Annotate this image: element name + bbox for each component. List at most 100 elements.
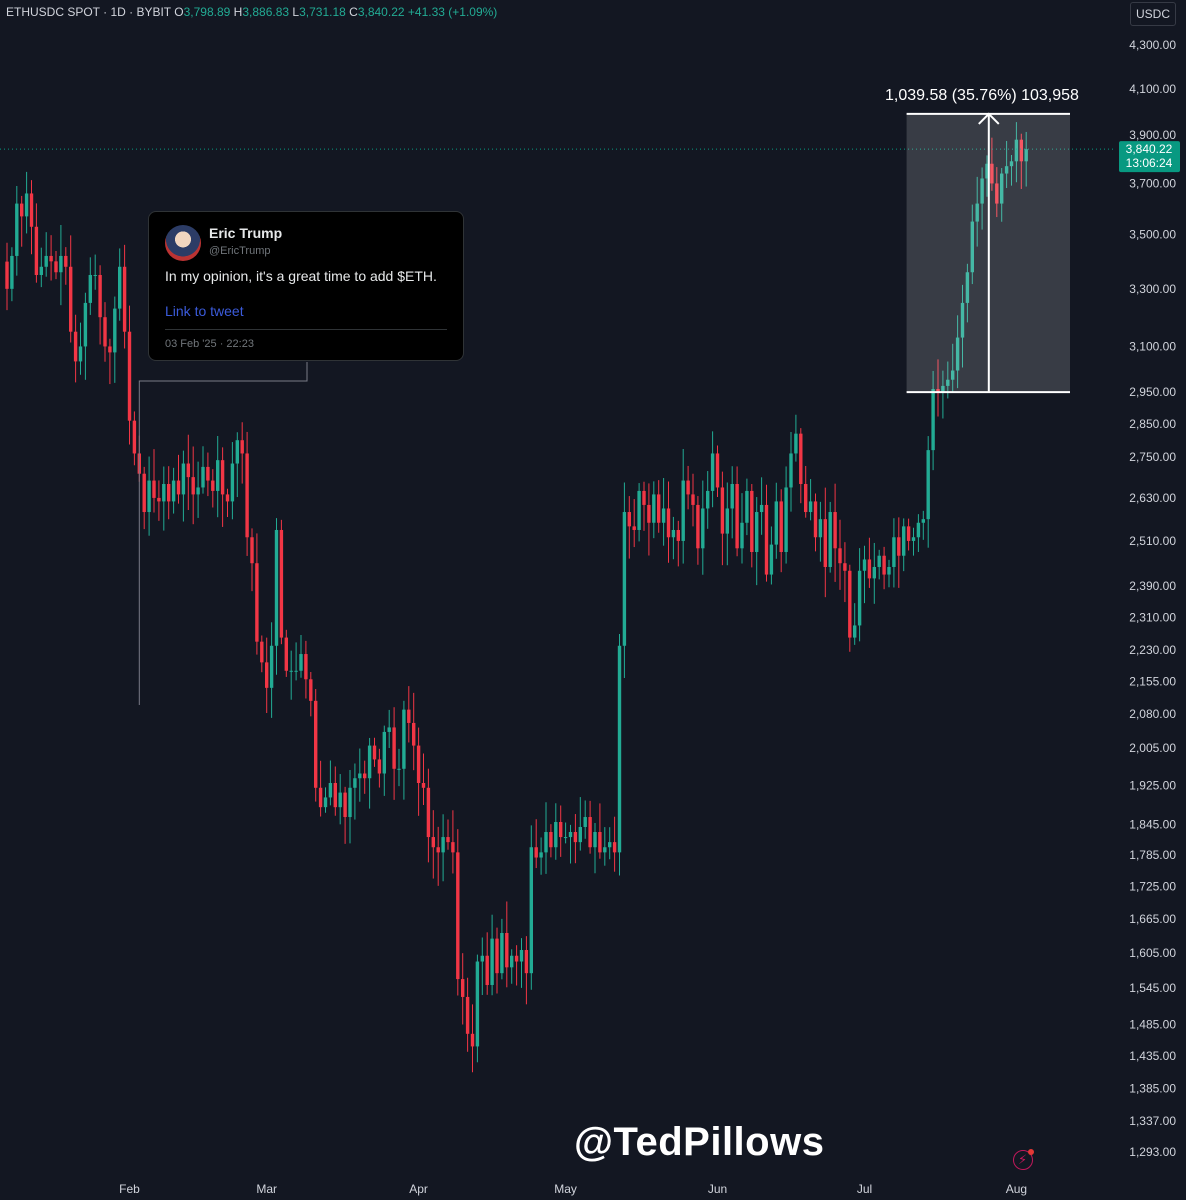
candle-body [955, 337, 960, 371]
high-label: H [233, 5, 243, 19]
candle-body [152, 480, 156, 498]
candle-body [318, 787, 323, 808]
candle-body [897, 537, 901, 556]
candle-body [951, 370, 955, 380]
candle-body [255, 563, 259, 642]
candle-body [632, 526, 636, 530]
candle-body [946, 379, 950, 386]
candle-body [387, 727, 391, 732]
candle-body [622, 512, 627, 646]
candle-body [338, 792, 342, 808]
candle-body [230, 463, 235, 502]
candle-body [323, 797, 328, 808]
candle-body [794, 433, 798, 454]
y-tick-label: 4,300.00 [1129, 38, 1176, 52]
y-tick-label: 2,155.00 [1129, 674, 1176, 688]
candle-body [906, 526, 911, 541]
candle-body [995, 183, 999, 204]
candle-body [539, 852, 543, 858]
candle-body [588, 817, 592, 848]
currency-button[interactable]: USDC [1130, 2, 1176, 26]
candle-body [578, 826, 582, 843]
candle-body [549, 832, 553, 848]
candle-body [519, 950, 524, 962]
candle-body [279, 529, 284, 638]
candle-body [397, 768, 401, 770]
candle-body [465, 996, 470, 1034]
measure-label: 1,039.58 (35.76%) 103,958 [885, 87, 1079, 104]
candle-body [176, 480, 181, 495]
y-tick-label: 1,925.00 [1129, 778, 1176, 792]
annotations [0, 112, 1115, 705]
candle-body [544, 832, 548, 853]
candle-body [774, 501, 778, 545]
candle-body [975, 203, 979, 222]
x-tick-label: Mar [256, 1182, 277, 1196]
candle-body [29, 193, 34, 227]
candle-body [24, 193, 29, 217]
watermark: @TedPillows [574, 1120, 825, 1164]
candle-body [1024, 149, 1028, 162]
candle-body [725, 508, 729, 534]
candle-body [755, 512, 759, 553]
candle-body [245, 453, 249, 538]
candle-body [216, 460, 220, 491]
candle-body [431, 837, 435, 848]
candle-body [59, 255, 63, 273]
candle-body [284, 637, 288, 671]
price-axis[interactable]: 1,293.00 1,337.00 1,385.00 1,435.00 1,485.00… [1119, 38, 1180, 1159]
y-tick-label: 2,390.00 [1129, 579, 1176, 593]
candle-body [426, 787, 431, 838]
candle-body [926, 450, 930, 520]
candle-body [181, 463, 186, 495]
candle-body [657, 494, 661, 523]
candle-body [167, 484, 171, 502]
candle-body [990, 163, 994, 184]
candle-body [407, 709, 411, 723]
candle-body [480, 955, 484, 962]
candle-body [701, 508, 705, 549]
candle-body [583, 817, 587, 827]
y-tick-label: 1,725.00 [1129, 879, 1176, 893]
candle-body [250, 537, 254, 564]
candle-body [147, 480, 151, 513]
candle-body [309, 679, 313, 701]
lightning-icon[interactable]: ⚡ [1013, 1149, 1034, 1170]
candle-body [490, 938, 494, 985]
candle-body [201, 466, 205, 488]
candle-body [382, 731, 386, 774]
candle-body [260, 641, 264, 663]
candle-body [867, 559, 872, 579]
y-tick-label: 4,100.00 [1129, 82, 1176, 96]
x-tick-label: May [554, 1182, 577, 1196]
candle-body [402, 709, 406, 769]
candle-body [740, 522, 744, 549]
symbol-label[interactable]: ETHUSDC SPOT · 1D · BYBIT [6, 5, 171, 19]
y-tick-label: 2,630.00 [1129, 491, 1176, 505]
y-tick-label: 1,435.00 [1129, 1049, 1176, 1063]
candle-body [93, 274, 97, 276]
candle-body [872, 566, 876, 579]
candle-body [681, 480, 685, 541]
candle-body [510, 955, 514, 968]
close-value: 3,840.22 [357, 5, 405, 19]
candles [5, 122, 1028, 1073]
candle-body [108, 346, 112, 353]
last-price-tag [1119, 141, 1180, 173]
candle-body [941, 385, 945, 393]
time-axis[interactable]: Feb Mar Apr May Jun Jul Aug [119, 1182, 1027, 1196]
candle-body [333, 782, 337, 808]
candle-body [1004, 166, 1009, 174]
candle-body [608, 842, 612, 848]
candle-body [451, 842, 455, 853]
high-value: 3,886.83 [242, 5, 290, 19]
tweet-card[interactable]: Eric Trump @EricTrump In my opinion, it'… [148, 211, 464, 361]
tweet-link[interactable]: Link to tweet [165, 303, 244, 319]
candle-body [931, 389, 935, 451]
candle-body [730, 484, 734, 509]
candle-body [661, 508, 666, 523]
candle-body [49, 255, 53, 262]
candle-body [269, 645, 274, 688]
open-value: 3,798.89 [183, 5, 231, 19]
